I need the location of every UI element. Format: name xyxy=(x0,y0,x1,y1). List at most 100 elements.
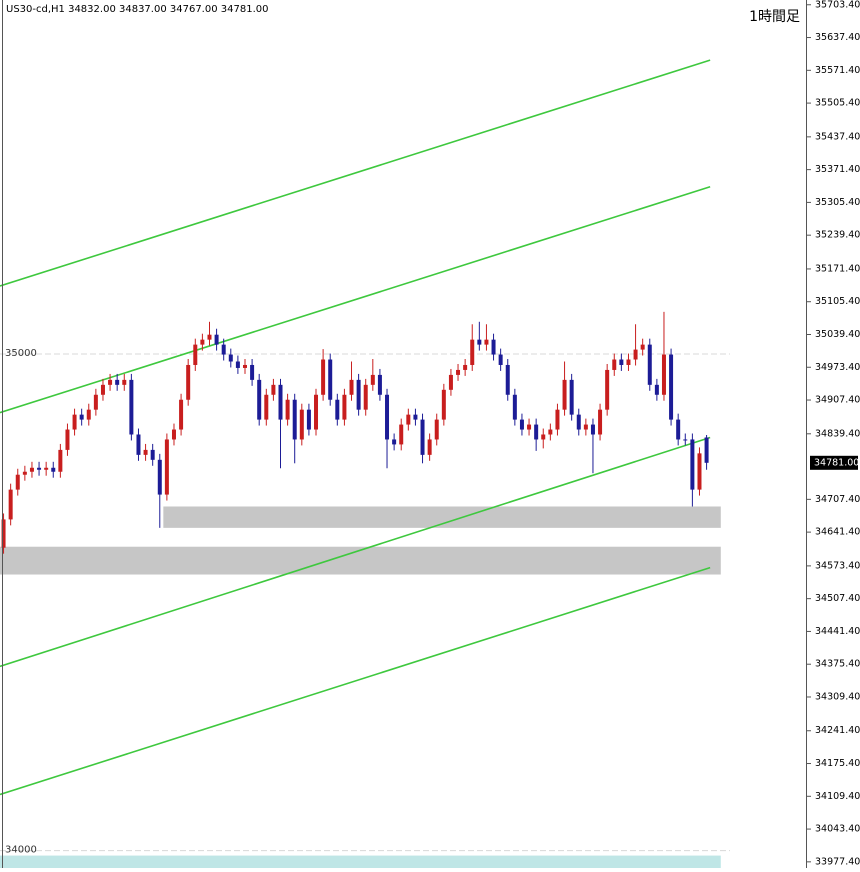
candle-body xyxy=(505,364,510,395)
candle-body xyxy=(363,384,368,410)
candle-body xyxy=(292,399,297,440)
candle-body xyxy=(555,409,560,430)
candle-body xyxy=(242,364,247,368)
y-tick-label: 35703.40 xyxy=(815,0,860,10)
candle-body xyxy=(264,394,269,420)
candle-body xyxy=(427,439,432,455)
candle-body xyxy=(484,339,489,345)
y-tick-label: 33977.40 xyxy=(815,856,860,867)
candle-body xyxy=(640,344,645,350)
candle-body xyxy=(228,354,233,362)
candle-body xyxy=(406,414,411,425)
candle-body xyxy=(321,359,326,395)
candle-body xyxy=(100,384,105,395)
y-tick-label: 34907.40 xyxy=(815,395,860,406)
y-tick-label: 35105.40 xyxy=(815,296,860,307)
level-label: 35000 xyxy=(5,348,37,359)
y-tick-label: 35305.40 xyxy=(815,197,860,208)
candle-body xyxy=(58,449,63,472)
candle-body xyxy=(598,409,603,435)
channel-line xyxy=(0,59,711,287)
y-tick-label: 34043.40 xyxy=(815,824,860,835)
candle-body xyxy=(399,424,404,445)
chart-title: 1時間足 xyxy=(749,9,800,25)
candle-body xyxy=(392,439,397,445)
level-label: 34000 xyxy=(5,845,37,856)
candle-body xyxy=(335,399,340,420)
y-tick-label: 35437.40 xyxy=(815,131,860,142)
candle-body xyxy=(370,374,375,385)
channel-line xyxy=(0,436,711,668)
y-tick-label: 35371.40 xyxy=(815,164,860,175)
candle-body xyxy=(271,384,276,395)
candle-body xyxy=(463,364,468,370)
candle-body xyxy=(250,364,255,380)
candle-body xyxy=(157,459,162,495)
y-tick-label: 34175.40 xyxy=(815,758,860,769)
channel-line xyxy=(0,185,711,414)
candle-body xyxy=(633,349,638,360)
candle-body xyxy=(669,354,674,420)
candle-body xyxy=(214,334,219,345)
candle-body xyxy=(534,424,539,440)
candle-body xyxy=(257,379,262,420)
candle-body xyxy=(420,419,425,455)
y-tick-label: 34241.40 xyxy=(815,725,860,736)
candle-body xyxy=(37,467,42,470)
candle-body xyxy=(519,419,524,430)
candle-body xyxy=(569,379,574,415)
y-tick-label: 34707.40 xyxy=(815,494,860,505)
candle-body xyxy=(122,379,127,385)
candle-body xyxy=(605,369,610,410)
candle-body xyxy=(314,394,319,430)
zone xyxy=(0,546,721,575)
candle-body xyxy=(654,384,659,395)
candle-body xyxy=(86,409,91,420)
candle-body xyxy=(93,394,98,410)
candle-body xyxy=(164,439,169,495)
candle-body xyxy=(377,374,382,395)
plot-area xyxy=(0,59,730,868)
candle-body xyxy=(576,414,581,430)
candle-body xyxy=(448,374,453,390)
candle-body xyxy=(619,359,624,365)
candle-body xyxy=(697,453,702,490)
candle-body xyxy=(491,339,496,355)
candle-body xyxy=(441,389,446,420)
candle-body xyxy=(704,437,709,463)
candle-body xyxy=(44,467,49,470)
candle-body xyxy=(299,409,304,440)
zone xyxy=(0,855,721,868)
candle-body xyxy=(143,449,148,455)
candle-body xyxy=(583,424,588,430)
candle-body xyxy=(328,359,333,400)
candle-body xyxy=(342,394,347,420)
candle-body xyxy=(51,467,56,472)
candle-body xyxy=(186,364,191,400)
y-tick-label: 34641.40 xyxy=(815,527,860,538)
zone xyxy=(163,506,721,528)
candle-body xyxy=(349,379,354,395)
candle-body xyxy=(207,334,212,340)
y-tick-label: 34973.40 xyxy=(815,362,860,373)
candle-body xyxy=(79,414,84,420)
chart-header: US30-cd,H1 34832.00 34837.00 34767.00 34… xyxy=(6,4,268,15)
y-tick-label: 34375.40 xyxy=(815,659,860,670)
candle-body xyxy=(356,379,361,410)
y-tick-label: 34573.40 xyxy=(815,560,860,571)
candle-body xyxy=(590,424,595,435)
candle-body xyxy=(115,379,120,385)
candle-body xyxy=(306,409,311,430)
candle-body xyxy=(15,474,20,490)
candle-body xyxy=(72,414,77,430)
candle-body xyxy=(29,467,34,472)
candle-body xyxy=(456,369,461,375)
candle-body xyxy=(136,434,141,455)
candle-body xyxy=(626,359,631,365)
candle-body xyxy=(512,394,517,420)
candle-body xyxy=(562,379,567,410)
channel-line xyxy=(0,566,711,796)
y-tick-label: 34839.40 xyxy=(815,428,860,439)
y-tick-label: 35637.40 xyxy=(815,32,860,43)
